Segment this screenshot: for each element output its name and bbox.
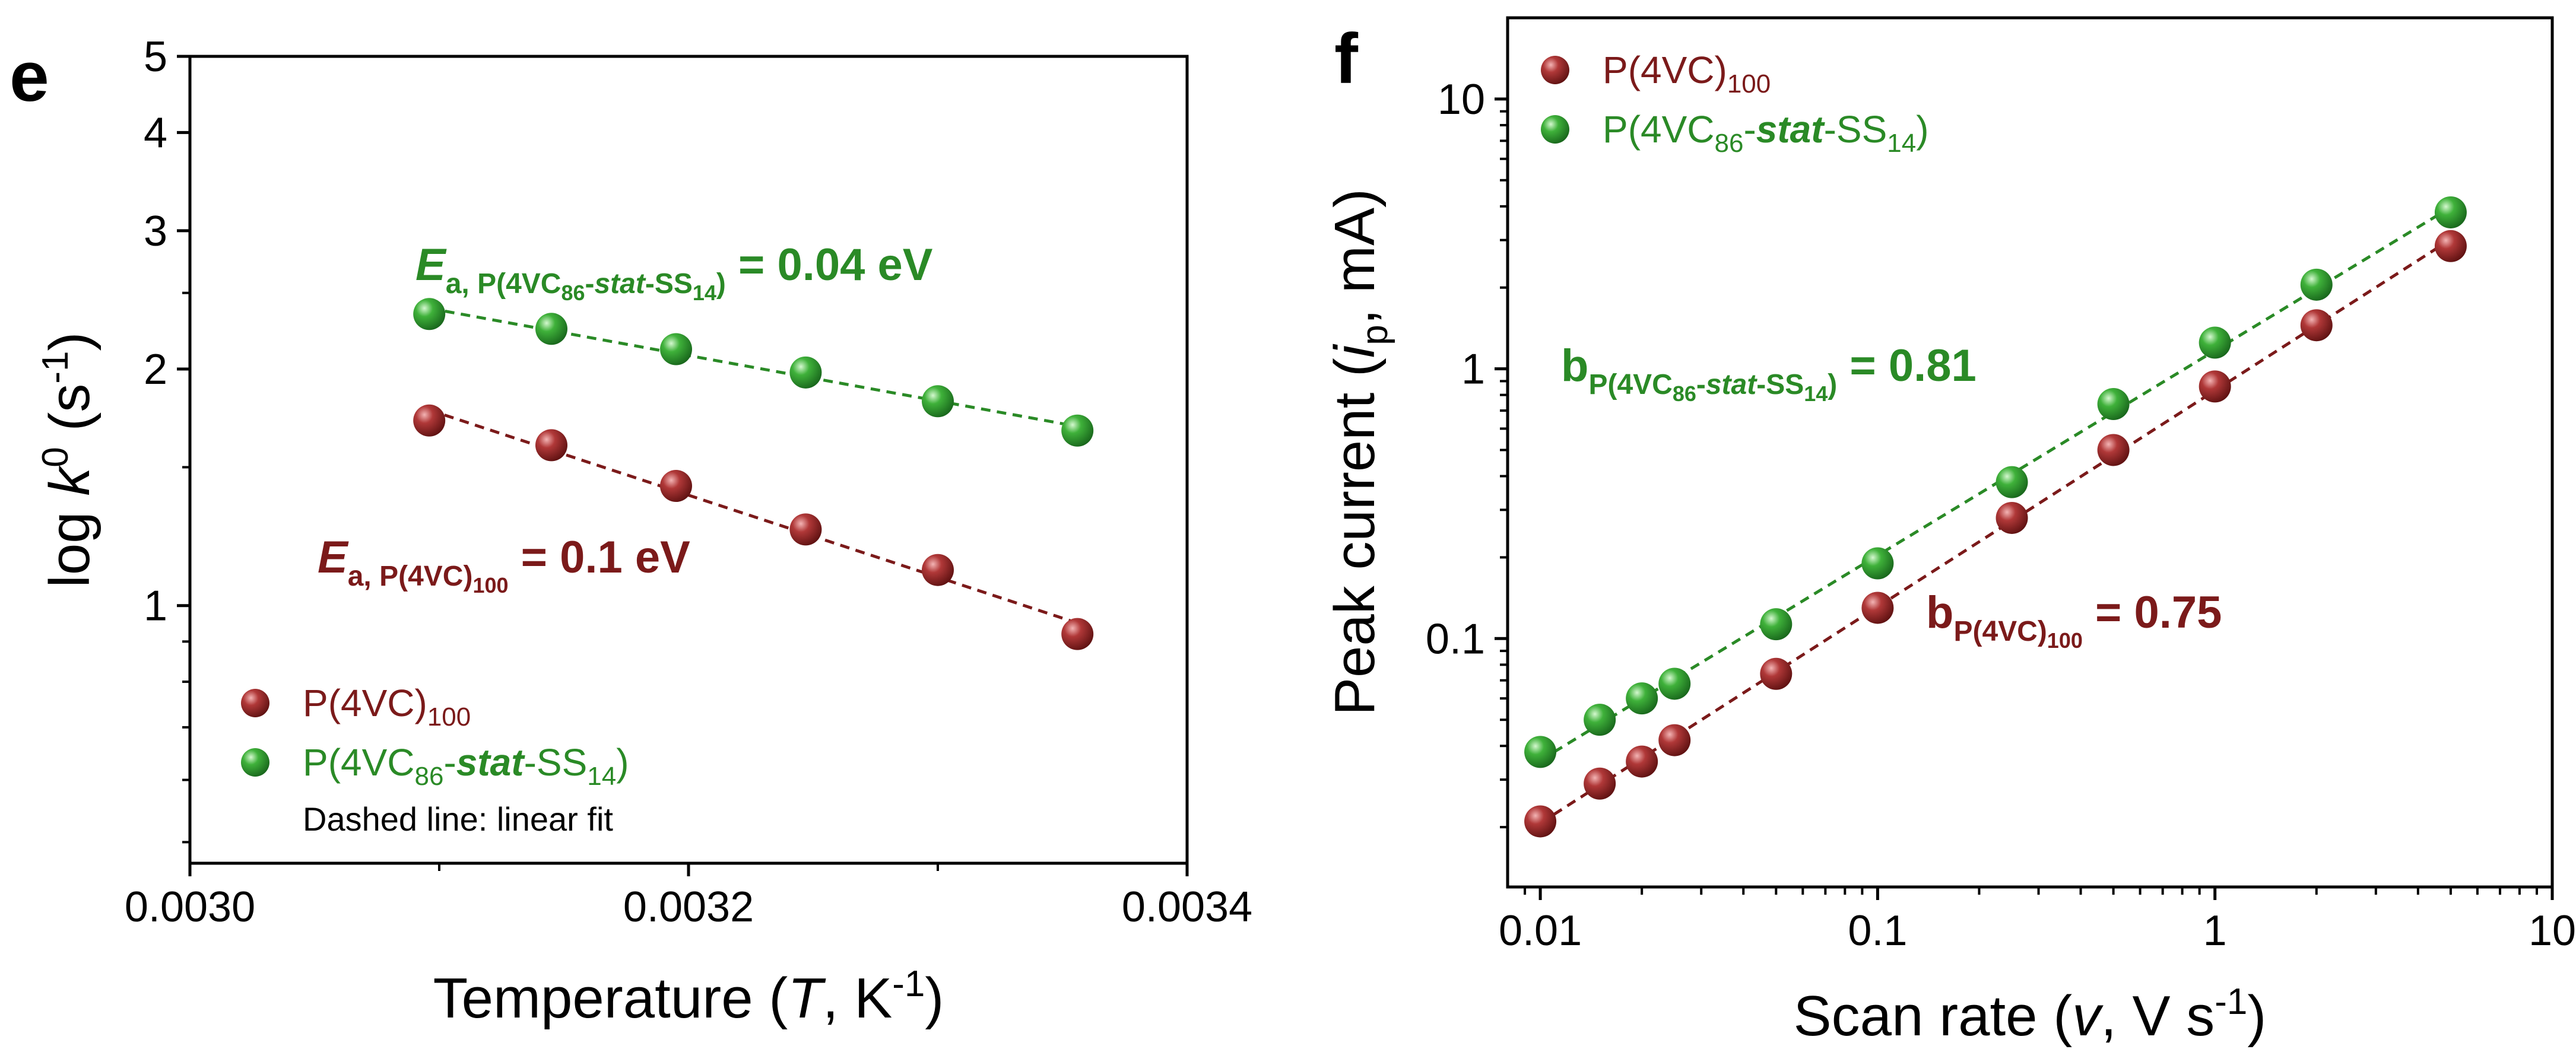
data-point-red bbox=[1760, 657, 1793, 690]
panel-e-legend: P(4VC)100 P(4VC86-stat-SS14) Dashed line… bbox=[241, 682, 629, 838]
fit-line-red bbox=[429, 408, 1078, 625]
y-tick-label: 2 bbox=[144, 346, 167, 393]
data-point-green bbox=[1626, 682, 1658, 715]
panel-f-legend: P(4VC)100 P(4VC86-stat-SS14) bbox=[1541, 49, 1929, 158]
data-point-green bbox=[413, 298, 446, 330]
data-point-green bbox=[1861, 547, 1894, 580]
data-point-red bbox=[1584, 767, 1616, 800]
y-tick-label: 5 bbox=[144, 33, 167, 81]
panel-e-ylabel: log k0 (s-1) bbox=[35, 332, 101, 587]
data-point-red bbox=[1061, 618, 1094, 650]
panel-f-fit-lines bbox=[1539, 206, 2452, 825]
panel-f-ylabel: Peak current (ip, mA) bbox=[1323, 189, 1395, 716]
panel-f-letter: f bbox=[1334, 19, 1359, 98]
legend-label-red: P(4VC)100 bbox=[303, 682, 471, 732]
legend-note: Dashed line: linear fit bbox=[303, 800, 613, 838]
legend-label-green: P(4VC86-stat-SS14) bbox=[303, 741, 629, 791]
data-point-green bbox=[789, 356, 822, 389]
panel-f-xlabel: Scan rate (v, V s-1) bbox=[1794, 981, 2267, 1048]
legend-marker-green bbox=[241, 748, 269, 777]
data-point-green bbox=[1996, 466, 2028, 498]
x-tick-label: 0.1 bbox=[1848, 907, 1907, 955]
data-point-red bbox=[2300, 309, 2333, 342]
panel-e-annotation-green: Ea, P(4VC86-stat-SS14) = 0.04 eV bbox=[415, 240, 933, 305]
fit-line-green bbox=[429, 307, 1078, 428]
data-point-red bbox=[1626, 745, 1658, 778]
data-point-red bbox=[535, 429, 567, 462]
fit-line-red bbox=[1539, 238, 2452, 825]
data-point-red bbox=[1658, 724, 1691, 756]
data-point-green bbox=[2199, 326, 2231, 359]
data-point-green bbox=[1658, 667, 1691, 700]
panel-e: e 0.0030 0.0032 0.0034 1 2 3 4 5 log k0 (s-1) T… bbox=[9, 33, 1252, 1030]
x-tick-label: 0.0030 bbox=[125, 883, 255, 931]
panel-f-ticks: 0.01 0.1 1 10 0.1 1 10 bbox=[1426, 76, 2576, 955]
data-point-red bbox=[1861, 592, 1894, 624]
data-point-green bbox=[2097, 388, 2130, 421]
data-point-green bbox=[1760, 608, 1793, 641]
data-point-green bbox=[2434, 196, 2467, 228]
data-point-green bbox=[660, 333, 692, 365]
data-point-green bbox=[2300, 268, 2333, 301]
data-point-green bbox=[535, 313, 567, 345]
panel-e-xlabel: Temperature (T, K-1) bbox=[433, 964, 944, 1030]
data-point-red bbox=[660, 470, 692, 503]
legend-marker-red bbox=[241, 689, 269, 717]
x-tick-label: 1 bbox=[2203, 907, 2227, 955]
data-point-red bbox=[2434, 230, 2467, 262]
data-point-red bbox=[789, 513, 822, 546]
panel-f-frame bbox=[1506, 16, 2554, 889]
x-tick-label: 10 bbox=[2529, 907, 2576, 955]
legend-label-red: P(4VC)100 bbox=[1603, 49, 1771, 98]
legend-marker-red bbox=[1541, 56, 1569, 84]
panel-e-annotation-red: Ea, P(4VC)100 = 0.1 eV bbox=[318, 532, 690, 597]
y-tick-label: 0.1 bbox=[1426, 615, 1485, 663]
y-tick-label: 3 bbox=[144, 208, 167, 255]
data-point-green bbox=[1061, 414, 1094, 447]
y-tick-label: 4 bbox=[144, 109, 167, 157]
data-point-red bbox=[2097, 434, 2130, 466]
data-point-red bbox=[413, 404, 446, 437]
y-tick-label: 1 bbox=[144, 583, 167, 630]
panel-e-letter: e bbox=[9, 37, 49, 116]
data-point-green bbox=[922, 385, 954, 418]
panel-f-annotation-green: bP(4VC86-stat-SS14) = 0.81 bbox=[1561, 341, 1977, 406]
data-point-red bbox=[922, 554, 954, 586]
panel-e-data-points bbox=[413, 298, 1094, 650]
legend-marker-green bbox=[1541, 115, 1569, 144]
legend-label-green: P(4VC86-stat-SS14) bbox=[1603, 108, 1929, 158]
data-point-red bbox=[1524, 805, 1557, 838]
data-point-red bbox=[2199, 370, 2231, 403]
y-tick-label: 1 bbox=[1461, 346, 1485, 393]
data-point-green bbox=[1524, 736, 1557, 768]
x-tick-label: 0.01 bbox=[1499, 907, 1582, 955]
data-point-green bbox=[1584, 704, 1616, 736]
panel-f-annotation-red: bP(4VC)100 = 0.75 bbox=[1926, 587, 2222, 653]
panel-f-data-points bbox=[1524, 196, 2467, 838]
y-tick-label: 10 bbox=[1438, 76, 1485, 123]
x-tick-label: 0.0034 bbox=[1122, 883, 1252, 931]
data-point-red bbox=[1996, 501, 2028, 534]
panel-f: f 0.01 0.1 1 10 0.1 1 10 Peak current (ip, mA)… bbox=[1323, 16, 2576, 1048]
panel-e-ticks: 0.0030 0.0032 0.0034 1 2 3 4 5 bbox=[125, 33, 1252, 931]
x-tick-label: 0.0032 bbox=[623, 883, 754, 931]
fit-line-green bbox=[1539, 206, 2452, 762]
